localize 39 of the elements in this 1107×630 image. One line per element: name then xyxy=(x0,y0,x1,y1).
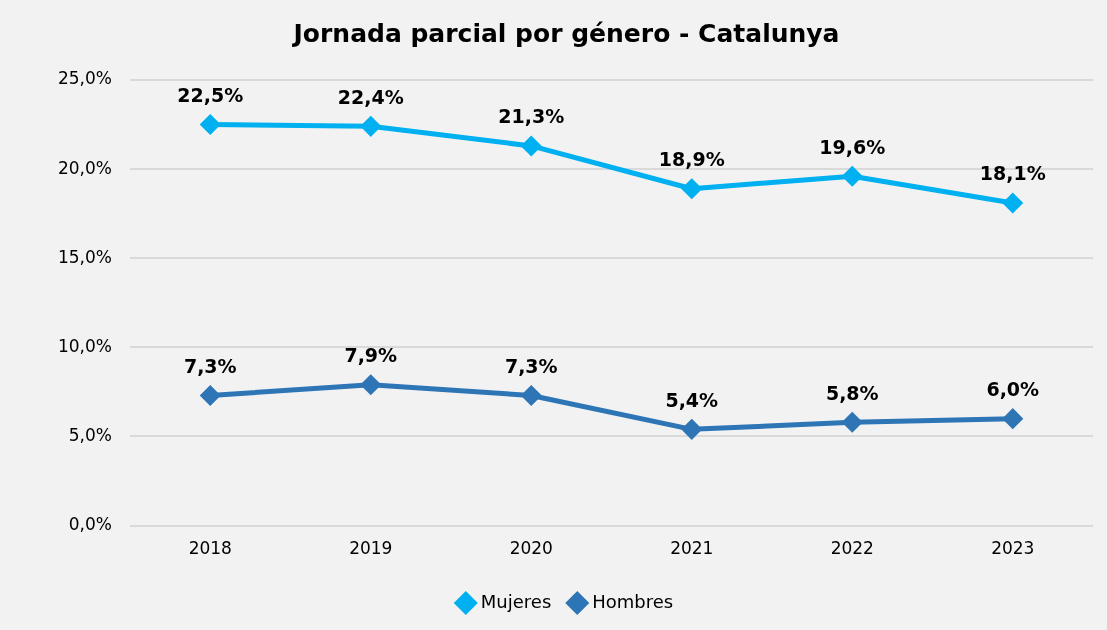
point xyxy=(200,115,220,135)
data-label: 5,8% xyxy=(825,381,879,404)
point xyxy=(521,385,541,405)
data-label: 7,9% xyxy=(344,344,398,367)
data-label: 22,5% xyxy=(177,84,244,106)
y-tick-label: 0,0% xyxy=(68,514,112,535)
point xyxy=(361,116,381,136)
x-tick-label: 2023 xyxy=(991,538,1035,559)
y-tick-label: 25,0% xyxy=(57,68,112,89)
data-label: 18,9% xyxy=(658,148,725,171)
x-tick-label: 2020 xyxy=(509,538,553,559)
point xyxy=(682,179,702,199)
data-label: 18,1% xyxy=(979,162,1046,185)
legend-label: Mujeres xyxy=(480,590,552,612)
point xyxy=(842,166,862,186)
point xyxy=(1003,409,1023,429)
y-tick-label: 10,0% xyxy=(57,335,112,356)
y-tick-label: 15,0% xyxy=(57,246,112,267)
point xyxy=(1003,193,1023,213)
legend-label: Hombres xyxy=(592,590,674,612)
x-tick-label: 2021 xyxy=(670,538,714,559)
point xyxy=(682,419,702,439)
x-tick-label: 2018 xyxy=(188,538,232,559)
y-tick-label: 5,0% xyxy=(68,424,112,445)
data-label: 5,4% xyxy=(665,388,719,411)
data-label: 21,3% xyxy=(498,105,565,128)
x-tick-label: 2019 xyxy=(349,538,393,559)
data-label: 19,6% xyxy=(819,135,886,158)
y-tick-label: 20,0% xyxy=(57,157,112,178)
x-tick-label: 2022 xyxy=(830,538,874,559)
point xyxy=(200,385,220,405)
data-label: 7,3% xyxy=(504,354,558,377)
data-label: 22,4% xyxy=(337,85,404,108)
point xyxy=(521,136,541,156)
chart-title: Jornada parcial por género - Catalunya xyxy=(291,18,840,48)
data-label: 6,0% xyxy=(986,378,1040,401)
data-label: 7,3% xyxy=(183,354,237,377)
point xyxy=(361,375,381,395)
point xyxy=(842,412,862,432)
